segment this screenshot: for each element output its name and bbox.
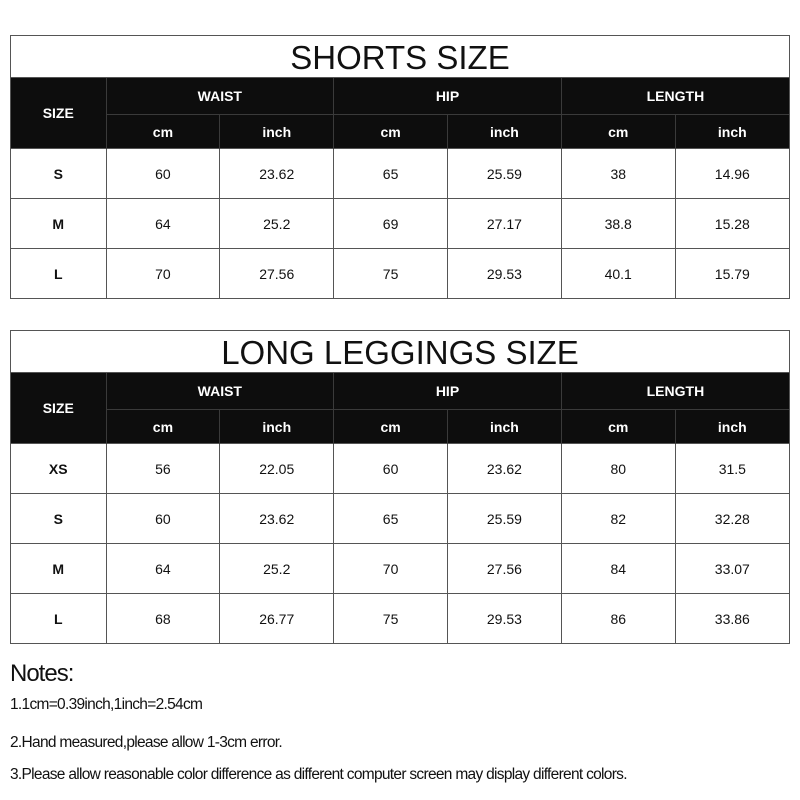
- group-header: WAIST: [105, 78, 334, 115]
- size-header: SIZE: [11, 373, 106, 444]
- value-cell: 33.07: [674, 543, 789, 594]
- size-cell: L: [11, 248, 106, 298]
- unit-header: cm: [333, 114, 448, 149]
- unit-header: inch: [446, 409, 562, 444]
- group-header: LENGTH: [560, 78, 789, 115]
- value-cell: 27.56: [219, 248, 334, 298]
- table-row: XS 56 22.05 60 23.62 80 31.5: [11, 443, 789, 494]
- unit-header: inch: [674, 409, 789, 444]
- table-title: SHORTS SIZE: [11, 36, 789, 78]
- value-cell: 82: [560, 493, 676, 544]
- value-cell: 23.62: [219, 493, 334, 544]
- value-cell: 29.53: [446, 593, 562, 643]
- note-item: 2.Hand measured,please allow 1-3cm error…: [10, 734, 283, 751]
- size-cell: S: [11, 148, 106, 199]
- size-grid: SIZE WAIST HIP LENGTH cm inch cm inch cm inch XS 56…: [11, 373, 789, 643]
- unit-header-row: cm inch cm inch cm inch: [11, 114, 789, 149]
- size-cell: M: [11, 198, 106, 249]
- unit-header: inch: [219, 114, 334, 149]
- size-cell: S: [11, 493, 106, 544]
- value-cell: 25.59: [446, 148, 562, 199]
- value-cell: 25.2: [219, 543, 334, 594]
- group-header: HIP: [333, 373, 562, 410]
- value-cell: 64: [105, 543, 220, 594]
- unit-header: inch: [219, 409, 334, 444]
- value-cell: 70: [105, 248, 220, 298]
- value-cell: 70: [333, 543, 448, 594]
- value-cell: 40.1: [560, 248, 676, 298]
- value-cell: 22.05: [219, 443, 334, 494]
- value-cell: 29.53: [446, 248, 562, 298]
- table-title: LONG LEGGINGS SIZE: [11, 331, 789, 373]
- note-item: 1.1cm=0.39inch,1inch=2.54cm: [10, 696, 203, 713]
- value-cell: 65: [333, 148, 448, 199]
- unit-header: cm: [333, 409, 448, 444]
- group-header: HIP: [333, 78, 562, 115]
- value-cell: 27.17: [446, 198, 562, 249]
- table-row: L 68 26.77 75 29.53 86 33.86: [11, 593, 789, 643]
- notes-title: Notes:: [10, 660, 74, 687]
- value-cell: 60: [105, 493, 220, 544]
- value-cell: 64: [105, 198, 220, 249]
- unit-header: cm: [560, 409, 676, 444]
- value-cell: 65: [333, 493, 448, 544]
- size-grid: SIZE WAIST HIP LENGTH cm inch cm inch cm inch S 60 2…: [11, 78, 789, 298]
- value-cell: 31.5: [674, 443, 789, 494]
- value-cell: 80: [560, 443, 676, 494]
- table-row: L 70 27.56 75 29.53 40.1 15.79: [11, 248, 789, 298]
- table-row: M 64 25.2 69 27.17 38.8 15.28: [11, 198, 789, 249]
- unit-header: cm: [105, 114, 220, 149]
- value-cell: 75: [333, 248, 448, 298]
- size-cell: M: [11, 543, 106, 594]
- shorts-size-table: SHORTS SIZE SIZE WAIST HIP LENGTH cm inch cm inc…: [10, 35, 790, 299]
- group-header: LENGTH: [560, 373, 789, 410]
- table-row: S 60 23.62 65 25.59 38 14.96: [11, 148, 789, 199]
- value-cell: 15.79: [674, 248, 789, 298]
- unit-header: cm: [105, 409, 220, 444]
- note-item: 3.Please allow reasonable color differen…: [10, 766, 628, 783]
- value-cell: 38.8: [560, 198, 676, 249]
- table-row: M 64 25.2 70 27.56 84 33.07: [11, 543, 789, 594]
- size-cell: XS: [11, 443, 106, 494]
- value-cell: 15.28: [674, 198, 789, 249]
- value-cell: 25.2: [219, 198, 334, 249]
- value-cell: 60: [105, 148, 220, 199]
- value-cell: 33.86: [674, 593, 789, 643]
- unit-header: inch: [674, 114, 789, 149]
- unit-header: cm: [560, 114, 676, 149]
- size-header: SIZE: [11, 78, 106, 149]
- value-cell: 69: [333, 198, 448, 249]
- value-cell: 26.77: [219, 593, 334, 643]
- header-row: SIZE WAIST HIP LENGTH: [11, 78, 789, 149]
- value-cell: 56: [105, 443, 220, 494]
- value-cell: 23.62: [446, 443, 562, 494]
- group-header: WAIST: [105, 373, 334, 410]
- leggings-size-table: LONG LEGGINGS SIZE SIZE WAIST HIP LENGTH cm in…: [10, 330, 790, 644]
- value-cell: 86: [560, 593, 676, 643]
- value-cell: 60: [333, 443, 448, 494]
- value-cell: 27.56: [446, 543, 562, 594]
- value-cell: 68: [105, 593, 220, 643]
- unit-header-row: cm inch cm inch cm inch: [11, 409, 789, 444]
- unit-header: inch: [446, 114, 562, 149]
- value-cell: 23.62: [219, 148, 334, 199]
- value-cell: 25.59: [446, 493, 562, 544]
- value-cell: 32.28: [674, 493, 789, 544]
- value-cell: 14.96: [674, 148, 789, 199]
- header-row: SIZE WAIST HIP LENGTH: [11, 373, 789, 444]
- size-cell: L: [11, 593, 106, 643]
- value-cell: 84: [560, 543, 676, 594]
- table-row: S 60 23.62 65 25.59 82 32.28: [11, 493, 789, 544]
- value-cell: 75: [333, 593, 448, 643]
- value-cell: 38: [560, 148, 676, 199]
